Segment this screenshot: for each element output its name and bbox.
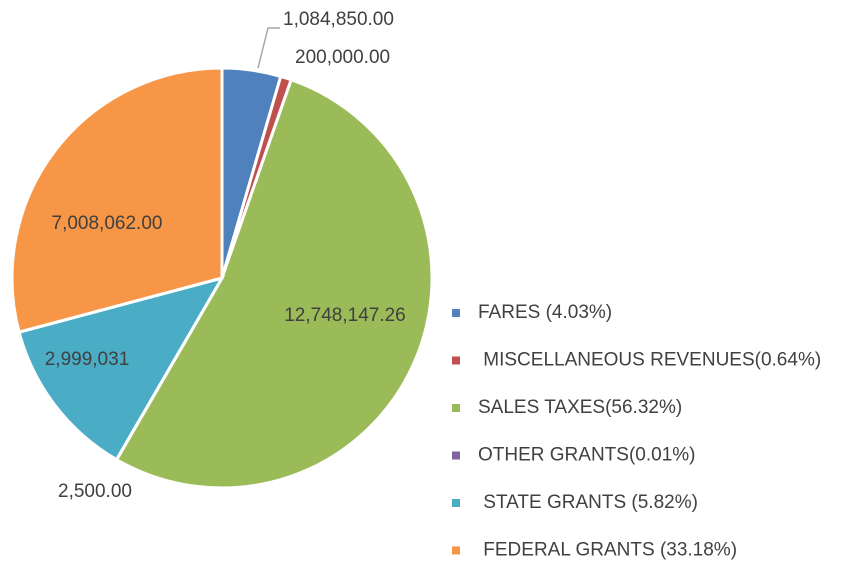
pie-slice xyxy=(114,77,434,490)
data-label: 2,500.00 xyxy=(58,481,132,502)
pie-slice xyxy=(17,275,226,462)
data-label: 7,008,062.00 xyxy=(52,213,163,234)
legend-label: OTHER GRANTS(0.01%) xyxy=(478,445,695,466)
leader-line xyxy=(257,27,280,69)
legend-swatch xyxy=(452,404,460,412)
legend-label: MISCELLANEOUS REVENUES(0.64%) xyxy=(478,350,821,371)
legend-label: STATE GRANTS (5.82%) xyxy=(478,492,698,513)
data-label: 200,000.00 xyxy=(295,47,390,68)
pie-slice xyxy=(10,66,224,334)
legend-label: FARES (4.03%) xyxy=(478,302,612,323)
legend-swatch xyxy=(452,309,460,317)
legend-swatch xyxy=(452,356,460,365)
data-label: 12,748,147.26 xyxy=(284,305,406,326)
data-label: 1,084,850.00 xyxy=(283,9,394,30)
legend-label: SALES TAXES(56.32%) xyxy=(478,397,682,418)
legend-swatch xyxy=(452,451,460,460)
data-label: 2,999,031 xyxy=(45,349,130,370)
legend-swatch xyxy=(452,546,460,555)
legend-label: FEDERAL GRANTS (33.18%) xyxy=(478,540,737,561)
legend-swatch xyxy=(452,499,460,507)
